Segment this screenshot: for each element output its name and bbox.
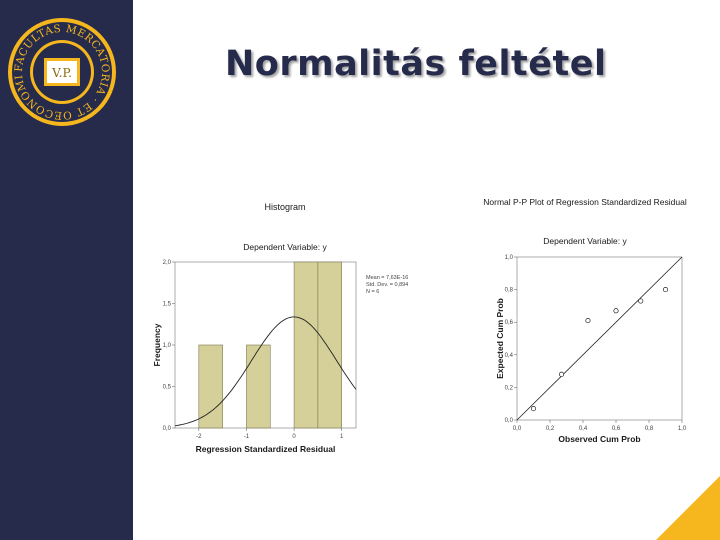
pp-point-2 — [559, 371, 565, 377]
pp-xtick-label: 0,6 — [612, 426, 621, 432]
pp-ytick-label: 0,6 — [505, 320, 514, 326]
pp-point-6 — [662, 287, 669, 293]
pp-ytick-label: 1,0 — [505, 255, 514, 261]
pp-point-4 — [613, 308, 619, 314]
hist-stat-line: N = 6 — [366, 289, 379, 295]
pp-xtick-label: 0,2 — [546, 426, 555, 432]
histogram-title: Histogram — [264, 202, 305, 212]
pp-point-5 — [638, 298, 644, 304]
hist-stat-line: Std. Dev. = 0,894 — [366, 282, 408, 288]
pp-xtick-label: 0,4 — [579, 426, 588, 432]
seal-monogram: V.P. — [51, 66, 72, 80]
pp-xtick-label: 0,0 — [513, 426, 522, 432]
pp-ytick-label: 0,4 — [505, 353, 514, 359]
pp-xtick-label: 1,0 — [678, 426, 687, 432]
histogram-bar-2 — [246, 344, 271, 429]
hist-xtick-label: 0 — [292, 434, 296, 440]
faculty-seal-logo: FACULTAS MERCATORIA · ET OECONOMICA · V.… — [6, 16, 116, 126]
hist-y-axis-label: Frequency — [152, 323, 162, 366]
pp-ytick-label: 0,0 — [505, 418, 514, 424]
histogram-bar-3 — [293, 261, 319, 429]
hist-xtick-label: -2 — [196, 434, 202, 440]
pp-xtick-label: 0,8 — [645, 426, 654, 432]
hist-xtick-label: 1 — [340, 434, 344, 440]
pp-point-1 — [530, 406, 537, 412]
pp-title: Normal P-P Plot of Regression Standardiz… — [483, 197, 687, 207]
histogram-chart: Histogram Dependent Variable: y 0,0 0,5 1,0 1… — [152, 202, 408, 454]
pp-subtitle: Dependent Variable: y — [543, 236, 627, 246]
hist-stat-line: Mean = 7,63E-16 — [366, 275, 408, 281]
pp-x-axis-label: Observed Cum Prob — [558, 434, 640, 444]
pp-plot-chart: Normal P-P Plot of Regression Standardiz… — [483, 197, 687, 444]
pp-point-3 — [585, 318, 591, 324]
corner-accent — [656, 476, 720, 540]
pp-reference-line — [516, 256, 683, 421]
slide-title: Normalitás feltétel — [225, 44, 607, 84]
pp-ytick-label: 0,8 — [505, 288, 514, 294]
hist-ytick-label: 0,5 — [163, 385, 172, 391]
hist-ytick-label: 1,0 — [163, 343, 172, 349]
histogram-bar-4 — [317, 261, 343, 429]
hist-ytick-label: 1,5 — [163, 302, 172, 308]
histogram-bar-1 — [198, 344, 223, 429]
hist-x-axis-label: Regression Standardized Residual — [196, 444, 336, 454]
hist-xtick-label: -1 — [244, 434, 250, 440]
pp-y-axis-label: Expected Cum Prob — [495, 298, 505, 379]
pp-ytick-label: 0,2 — [505, 385, 514, 391]
normal-curve — [174, 316, 357, 427]
hist-ytick-label: 2,0 — [163, 260, 172, 266]
histogram-subtitle: Dependent Variable: y — [243, 242, 327, 252]
hist-ytick-label: 0,0 — [163, 426, 172, 432]
